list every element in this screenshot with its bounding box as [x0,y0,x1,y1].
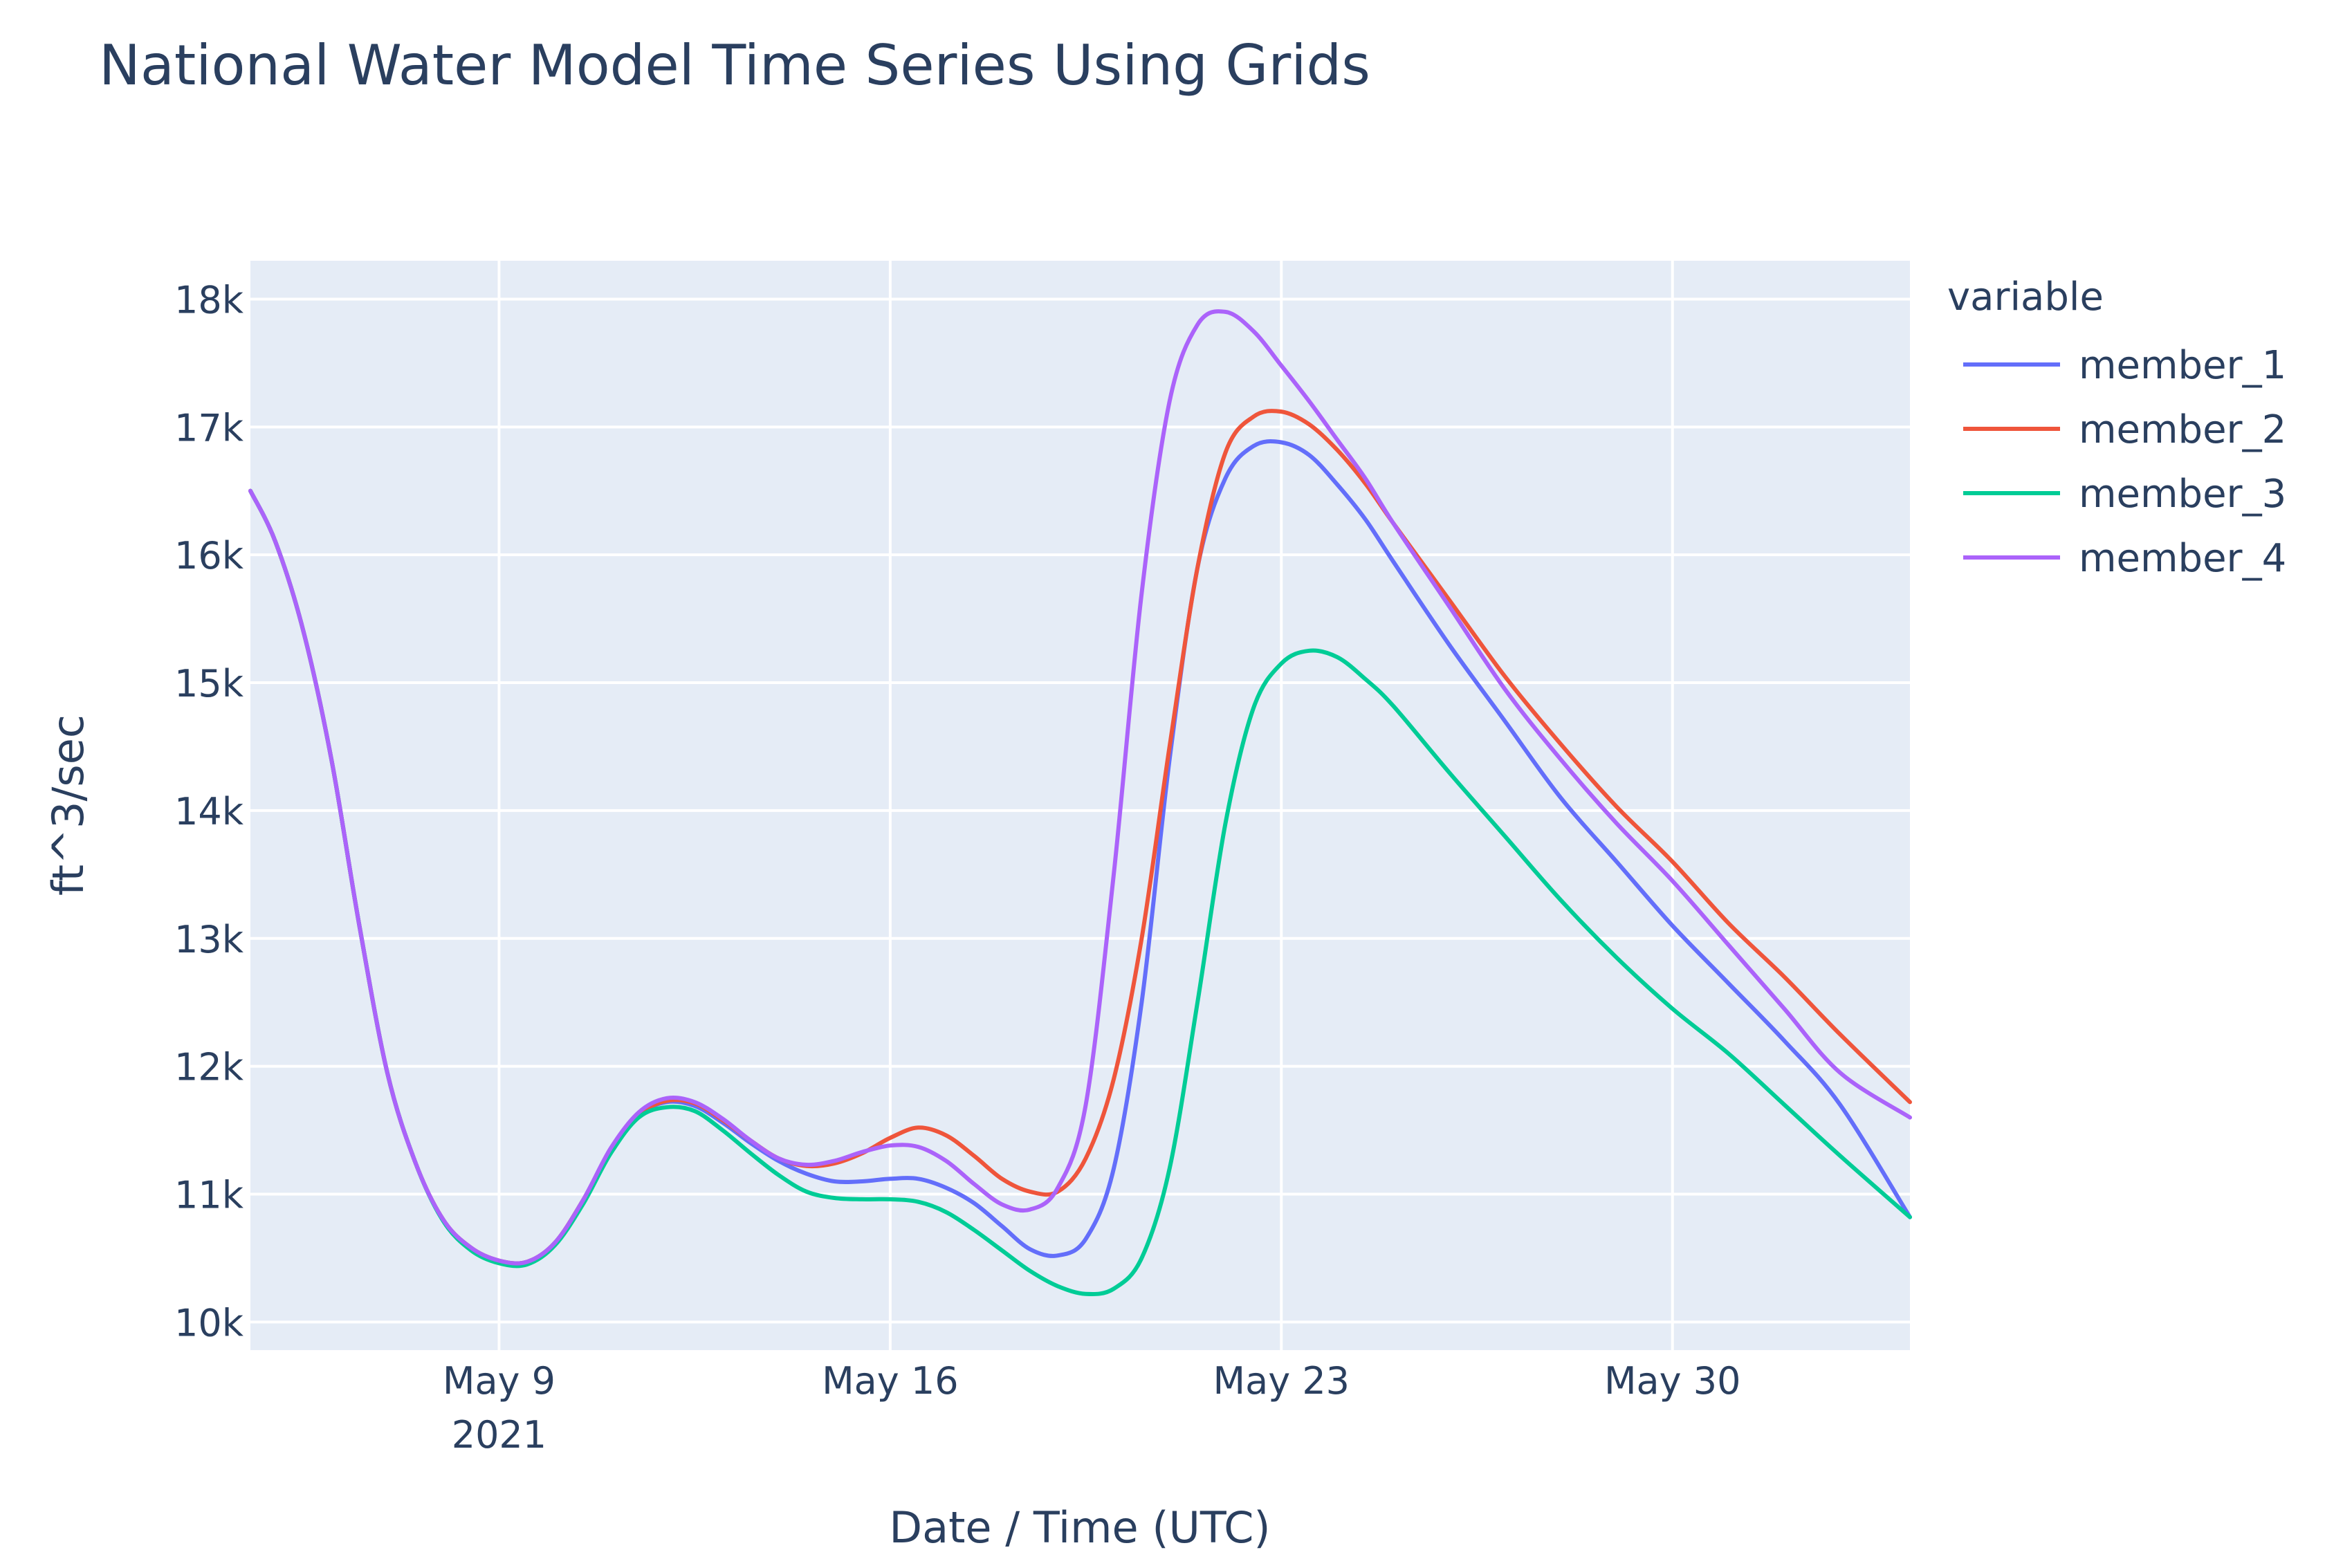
y-axis-ticks: 10k 11k 12k 13k 14k 15k 16k 17k 18k [174,278,244,1345]
legend-label-member-4[interactable]: member_4 [2079,536,2286,581]
y-tick-label: 16k [174,534,244,578]
legend-label-member-2[interactable]: member_2 [2079,407,2286,452]
y-tick-label: 15k [174,662,244,705]
legend-label-member-3[interactable]: member_3 [2079,472,2286,517]
y-tick-label: 13k [174,918,244,961]
x-axis-title: Date / Time (UTC) [889,1502,1270,1553]
x-tick-label: May 16 [822,1359,959,1403]
x-tick-label: May 23 [1213,1359,1350,1403]
x-tick-sublabel: 2021 [452,1413,546,1457]
y-tick-label: 18k [174,278,244,322]
y-tick-label: 10k [174,1301,244,1345]
x-tick-label: May 9 [443,1359,555,1403]
legend-label-member-1[interactable]: member_1 [2079,343,2286,388]
y-axis-title: ft^3/sec [43,714,93,896]
legend-title: variable [1947,275,2104,320]
chart-title: National Water Model Time Series Using G… [99,33,1370,98]
y-tick-label: 17k [174,406,244,450]
gridlines [250,261,1910,1350]
x-tick-label: May 30 [1604,1359,1741,1403]
x-axis-ticks: May 9 2021 May 16 May 23 May 30 [443,1359,1741,1457]
y-tick-label: 11k [174,1173,244,1217]
legend: variable member_1 member_2 member_3 member_… [1947,275,2286,581]
series-line-member-4 [248,309,1912,1266]
y-tick-label: 12k [174,1046,244,1089]
y-tick-label: 14k [174,790,244,833]
series-lines [248,309,1912,1297]
